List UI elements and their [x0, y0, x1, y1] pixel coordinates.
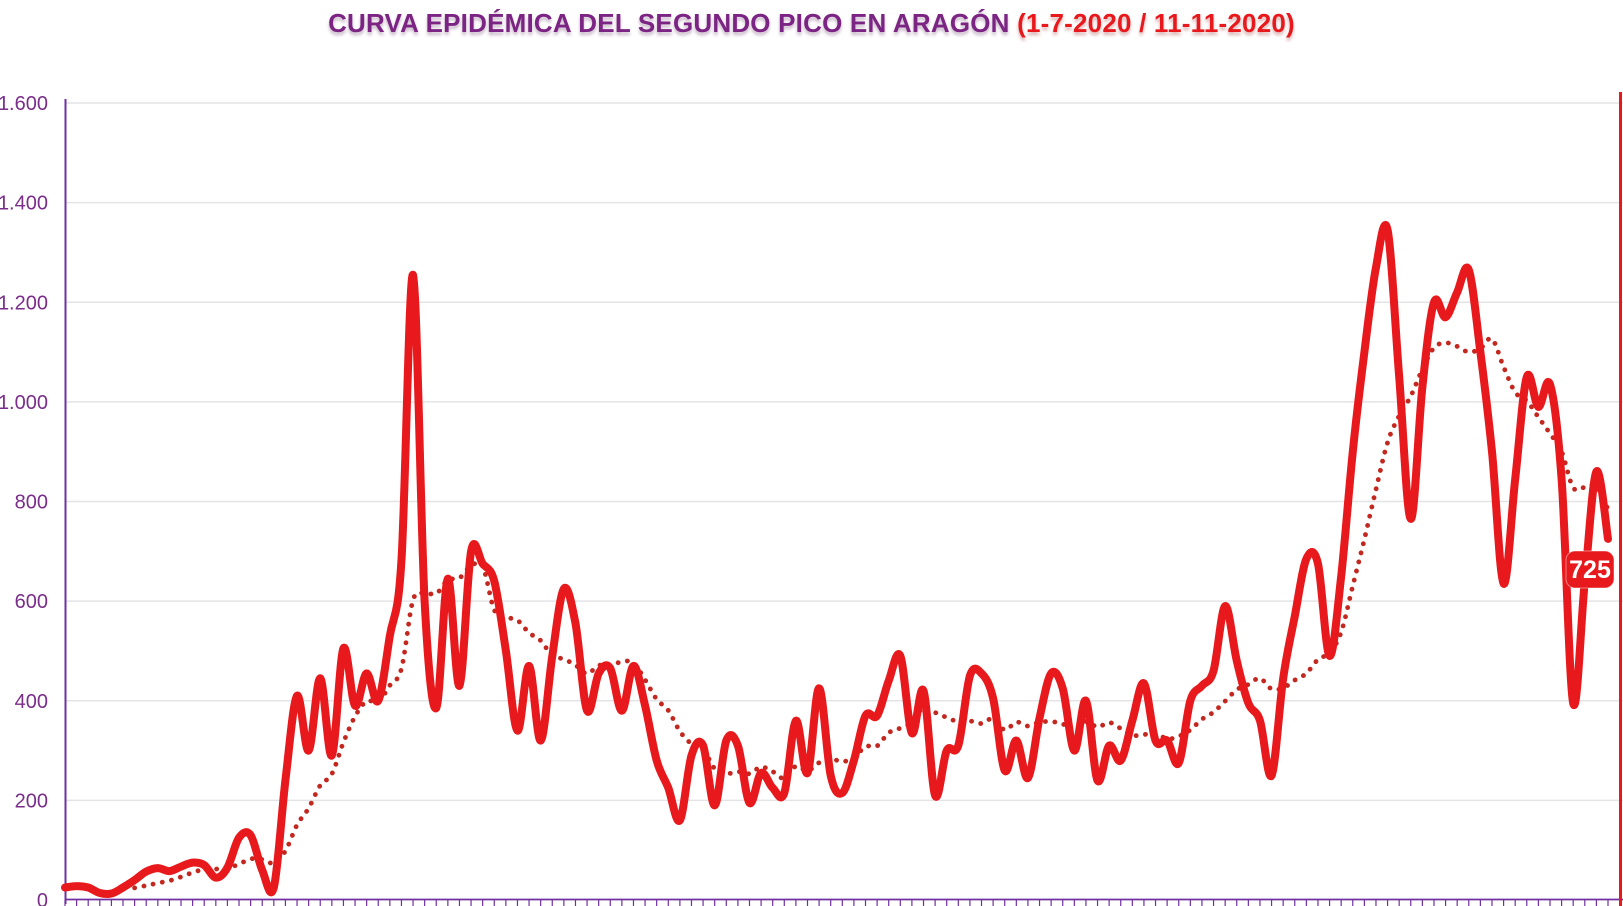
last-value-text: 725	[1569, 556, 1611, 584]
moving-average-dotted-line	[132, 335, 1611, 891]
daily-cases-line	[61, 221, 1612, 898]
chart-title: CURVA EPIDÉMICA DEL SEGUNDO PICO EN ARAG…	[0, 8, 1623, 39]
y-axis-labels: 0 200 400 600 800 1.000 1.200 1.400 1.600	[0, 93, 48, 906]
last-value-callout: 725	[1565, 550, 1615, 589]
y-tick-label: 200	[15, 790, 48, 812]
y-tick-label: 600	[15, 591, 48, 613]
y-tick-label: 0	[37, 890, 48, 906]
axes	[64, 99, 1623, 904]
y-tick-label: 1.000	[0, 392, 48, 414]
last-value-callout-box	[1565, 550, 1615, 589]
y-tick-label: 1.200	[0, 292, 48, 314]
y-tick-label: 1.400	[0, 193, 48, 215]
chart-title-range: (1-7-2020 / 11-11-2020)	[1017, 8, 1295, 38]
y-tick-label: 400	[15, 691, 48, 713]
y-tick-label: 800	[15, 492, 48, 514]
gridlines	[65, 102, 1623, 802]
chart-title-main: CURVA EPIDÉMICA DEL SEGUNDO PICO EN ARAG…	[328, 8, 1010, 38]
y-tick-label: 1.600	[0, 93, 48, 115]
x-axis-ticks	[64, 900, 1621, 906]
